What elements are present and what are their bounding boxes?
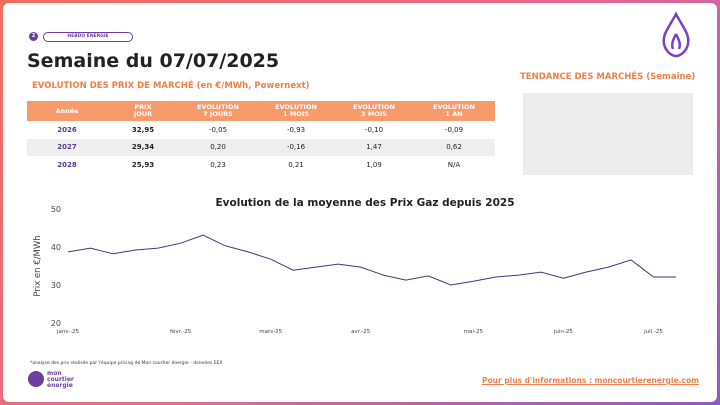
header-line: EVOLUTION — [433, 103, 475, 111]
table-header: Année PRIX JOUR EVOLUTION 7 JOURS EVOLUTION 1 … — [27, 101, 495, 121]
header-cell: Année — [27, 106, 107, 115]
x-tick-label: janv.-25 — [56, 329, 79, 335]
table-cell: 1,47 — [366, 143, 382, 152]
table-cell: 0,62 — [446, 143, 462, 152]
info-link[interactable]: Pour plus d'informations : moncourtieren… — [482, 376, 699, 385]
table-cell: 32,95 — [131, 125, 155, 134]
table-cell: 2027 — [57, 143, 77, 152]
table-cell: 2026 — [57, 125, 77, 134]
table-row: 2028 25,93 0,23 0,21 1,09 N/A — [27, 156, 495, 174]
chart-title: Evolution de la moyenne des Prix Gaz dep… — [215, 197, 514, 209]
price-table: Année PRIX JOUR EVOLUTION 7 JOURS EVOLUTION 1 … — [27, 101, 495, 174]
table-cell: 25,93 — [131, 160, 155, 169]
header-line: 7 JOURS — [203, 110, 233, 118]
header-line: EVOLUTION — [197, 103, 239, 111]
y-tick-label: 30 — [51, 281, 61, 290]
table-cell: -0,05 — [208, 125, 228, 134]
table-cell: 29,34 — [131, 143, 155, 152]
header-line: 3 MOIS — [361, 110, 387, 118]
header-cell: EVOLUTION 7 JOURS — [179, 104, 257, 118]
trend-box — [523, 93, 693, 175]
header-line: EVOLUTION — [275, 103, 317, 111]
table-cell: -0,93 — [286, 125, 306, 134]
y-tick-label: 20 — [51, 319, 61, 328]
table-cell: 1,09 — [366, 160, 382, 169]
footnote: *analyse des prix réalisée par l'équipe … — [30, 361, 223, 366]
header-cell: EVOLUTION 1 AN — [413, 104, 495, 118]
header-cell: EVOLUTION 1 MOIS — [257, 104, 335, 118]
brand-icon — [28, 371, 44, 387]
table-cell: N/A — [447, 160, 461, 169]
header-line: PRIX — [134, 103, 152, 111]
header-line: JOUR — [133, 110, 153, 118]
title: Semaine du 07/07/2025 — [27, 50, 280, 72]
y-tick-label: 40 — [51, 243, 61, 252]
trend-title: TENDANCE DES MARCHÉS (Semaine) — [520, 72, 696, 82]
y-tick-label: 50 — [51, 205, 61, 214]
line-series — [67, 234, 676, 286]
table-cell: 0,20 — [210, 143, 226, 152]
table-cell: -0,16 — [286, 143, 306, 152]
header-line: 1 MOIS — [283, 110, 309, 118]
table-cell: -0,10 — [364, 125, 384, 134]
x-tick-label: avr.-25 — [351, 329, 371, 335]
table-row: 2026 32,95 -0,05 -0,93 -0,10 -0,09 — [27, 121, 495, 139]
table-cell: 0,21 — [288, 160, 304, 169]
x-tick-label: mai-25 — [464, 329, 484, 335]
subtitle: EVOLUTION DES PRIX DE MARCHÉ (en €/MWh, … — [32, 81, 310, 91]
page-badge: 2 — [29, 32, 38, 41]
x-tick-label: juin-25 — [553, 329, 574, 335]
header-line: 1 AN — [445, 110, 463, 118]
header-cell: PRIX JOUR — [107, 104, 179, 118]
table-cell: 2028 — [57, 160, 77, 169]
section-tag: HEBDO ÉNERGIE — [43, 32, 133, 42]
table-cell: 0,23 — [210, 160, 226, 169]
slide-body — [3, 3, 717, 402]
header-line: Année — [55, 106, 79, 115]
header-cell: EVOLUTION 3 MOIS — [335, 104, 413, 118]
x-tick-label: févr.-25 — [170, 328, 192, 335]
x-tick-label: juil.-25 — [643, 329, 663, 335]
y-axis-label: Prix en €/MWh — [33, 235, 43, 296]
brand: mon courtier énergie — [47, 370, 74, 389]
x-tick-label: mars-25 — [259, 329, 282, 335]
header-line: EVOLUTION — [353, 103, 395, 111]
logo-flame — [662, 11, 690, 58]
table-row: 2027 29,34 0,20 -0,16 1,47 0,62 — [27, 138, 495, 156]
table-cell: -0,09 — [444, 125, 464, 134]
